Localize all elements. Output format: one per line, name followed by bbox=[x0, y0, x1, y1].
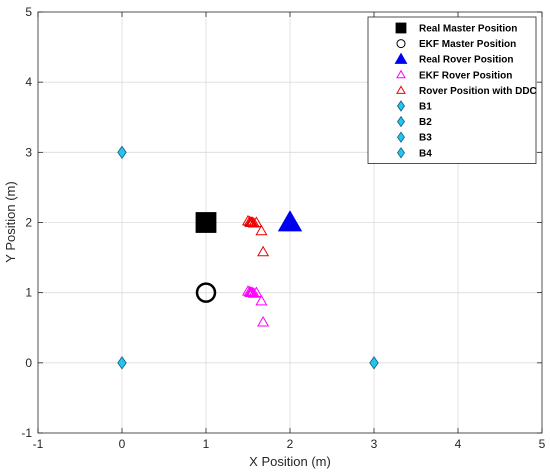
data-point bbox=[250, 216, 263, 227]
legend-marker bbox=[397, 100, 405, 112]
y-tick-label: 3 bbox=[25, 145, 32, 159]
data-point bbox=[257, 245, 270, 257]
data-point bbox=[117, 145, 127, 160]
data-point bbox=[247, 287, 260, 298]
legend-marker bbox=[396, 85, 406, 94]
legend-marker bbox=[397, 131, 405, 143]
legend-label: EKF Rover Position bbox=[419, 70, 512, 81]
legend-label: B1 bbox=[419, 102, 432, 113]
legend-label: B4 bbox=[419, 148, 432, 159]
legend-label: Real Rover Position bbox=[419, 55, 513, 66]
series-ekf-rover-position bbox=[241, 285, 270, 327]
x-tick-label: 5 bbox=[539, 437, 546, 451]
y-axis-label: Y Position (m) bbox=[3, 181, 18, 262]
y-tick-label: 5 bbox=[25, 5, 32, 19]
x-tick-label: -1 bbox=[33, 437, 44, 451]
data-point bbox=[195, 212, 217, 233]
x-tick-label: 2 bbox=[287, 437, 294, 451]
x-axis-label: X Position (m) bbox=[249, 454, 331, 469]
legend-marker bbox=[396, 39, 406, 49]
y-tick-label: 0 bbox=[25, 356, 32, 370]
tick-labels: -1 0 1 2 3 4 5 -1 0 1 2 3 4 5 bbox=[21, 5, 545, 451]
series-real-rover-position bbox=[277, 210, 303, 232]
series-ekf-master-position bbox=[195, 282, 217, 303]
x-tick-label: 1 bbox=[203, 437, 210, 451]
legend-label: Real Master Position bbox=[419, 24, 517, 35]
series-b4 bbox=[369, 356, 379, 370]
legend-marker bbox=[397, 115, 405, 128]
legend: Real Master Position EKF Master Position R… bbox=[367, 16, 537, 164]
series-b1 bbox=[117, 145, 127, 160]
data-point bbox=[250, 286, 263, 297]
data-point bbox=[195, 282, 217, 303]
x-tick-label: 4 bbox=[455, 437, 462, 451]
legend-marker bbox=[397, 147, 405, 159]
legend-marker bbox=[396, 69, 406, 79]
data-point bbox=[257, 315, 270, 327]
legend-label: Rover Position with DDC bbox=[419, 86, 537, 97]
x-tick-label: 0 bbox=[119, 437, 126, 451]
legend-label: B2 bbox=[419, 117, 432, 128]
data-point bbox=[247, 217, 260, 228]
series-real-master-position bbox=[195, 212, 217, 233]
data-point bbox=[117, 356, 127, 370]
legend-marker bbox=[394, 52, 408, 64]
y-tick-label: 2 bbox=[25, 216, 32, 230]
series-b3 bbox=[117, 356, 127, 370]
legend-label: EKF Master Position bbox=[419, 39, 516, 50]
data-point bbox=[255, 294, 268, 306]
data-point bbox=[369, 356, 379, 370]
legend-box bbox=[367, 16, 537, 164]
data-point bbox=[255, 224, 268, 236]
legend-label: B3 bbox=[419, 133, 432, 144]
y-tick-label: 1 bbox=[25, 286, 32, 300]
data-point bbox=[277, 210, 303, 232]
series-rover-position-with-ddc bbox=[241, 214, 270, 257]
y-tick-label: 4 bbox=[25, 75, 32, 89]
legend-marker bbox=[395, 22, 407, 34]
x-tick-label: 3 bbox=[371, 437, 378, 451]
y-tick-label: -1 bbox=[21, 426, 32, 440]
